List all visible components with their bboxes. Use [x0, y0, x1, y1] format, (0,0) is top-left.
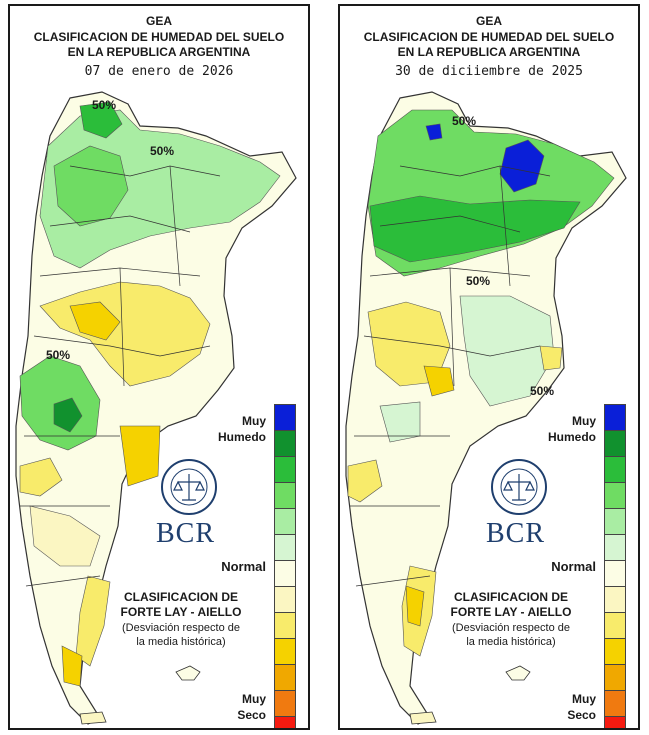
legend-swatch — [274, 482, 296, 508]
legend-label-very-dry-2: Seco — [237, 708, 266, 722]
legend-color-scale — [604, 404, 626, 728]
moisture-zone-very-dry — [423, 365, 455, 397]
legend-label-very-humid-2: Humedo — [548, 430, 596, 444]
tierra-del-fuego — [79, 711, 107, 725]
tierra-del-fuego — [409, 711, 437, 725]
panel-title-main: CLASIFICACION DE HUMEDAD DEL SUELO — [363, 30, 615, 44]
moisture-zone-dry — [367, 301, 451, 387]
legend-swatch — [604, 612, 626, 638]
moisture-zone-green-dark — [79, 101, 123, 139]
legend-swatch — [604, 664, 626, 690]
legend-swatch — [604, 638, 626, 664]
moisture-zone-dry — [19, 457, 63, 497]
legend-swatch — [274, 560, 296, 586]
islas-malvinas — [505, 665, 531, 681]
legend-swatch — [274, 404, 296, 430]
legend-label-very-humid-2: Humedo — [218, 430, 266, 444]
map-panel-right: GEA CLASIFICACION DE HUMEDAD DEL SUELO E… — [338, 4, 640, 730]
legend-swatch — [274, 612, 296, 638]
panel-title-main: CLASIFICACION DE HUMEDAD DEL SUELO — [33, 30, 285, 44]
legend-swatch — [604, 508, 626, 534]
province-boundary — [350, 165, 551, 587]
classification-note: la media histórica) — [136, 636, 226, 648]
moisture-zone-dry — [75, 575, 111, 667]
legend-label-very-humid-1: Muy — [572, 414, 596, 428]
map-panel-left: GEA CLASIFICACION DE HUMEDAD DEL SUELO E… — [8, 4, 310, 730]
panel-title-region: EN LA REPUBLICA ARGENTINA — [67, 45, 251, 59]
legend-color-scale — [274, 404, 296, 728]
classification-title: CLASIFICACION DE — [124, 590, 238, 604]
legend-label-very-dry-1: Muy — [572, 692, 596, 706]
legend-swatch — [274, 430, 296, 456]
panel-date: 07 de enero de 2026 — [84, 64, 234, 79]
legend-swatch — [604, 534, 626, 560]
moisture-zone-very-dry — [405, 585, 425, 627]
moisture-zone-dry — [539, 345, 563, 371]
legend-swatch — [604, 456, 626, 482]
legend-swatch — [274, 508, 296, 534]
isoline-label: 50% — [46, 348, 71, 362]
legend-swatch — [604, 482, 626, 508]
islas-malvinas — [175, 665, 201, 681]
panel-title-region: EN LA REPUBLICA ARGENTINA — [397, 45, 581, 59]
bcr-logo-text: BCR — [486, 518, 546, 549]
bcr-seal-logo — [491, 459, 547, 515]
legend-swatch — [604, 560, 626, 586]
legend-swatch — [604, 716, 626, 728]
moisture-zone-green-dark — [369, 195, 581, 263]
legend-swatch — [274, 456, 296, 482]
moisture-zone-dry — [347, 459, 383, 503]
isoline-label: 50% — [92, 98, 117, 112]
moisture-zone-very-humid — [425, 123, 443, 141]
legend-label-very-dry-2: Seco — [567, 708, 596, 722]
classification-authors: FORTE LAY - AIELLO — [450, 605, 572, 619]
legend-label-very-dry-1: Muy — [242, 692, 266, 706]
moisture-zone-green-dark — [53, 397, 83, 433]
legend-label-normal: Normal — [551, 559, 596, 574]
moisture-zone-very-dry — [69, 301, 121, 341]
classification-title: CLASIFICACION DE — [454, 590, 568, 604]
legend-swatch — [274, 690, 296, 716]
isoline-label: 50% — [452, 114, 477, 128]
classification-authors: FORTE LAY - AIELLO — [120, 605, 242, 619]
legend-swatch — [274, 586, 296, 612]
panel-title-gea: GEA — [145, 14, 172, 28]
legend-swatch — [274, 664, 296, 690]
moisture-zone-light — [459, 295, 555, 407]
isoline-label: 50% — [530, 384, 555, 398]
legend-swatch — [604, 404, 626, 430]
moisture-zone-green-dark — [53, 145, 129, 227]
panel-title-gea: GEA — [475, 14, 502, 28]
legend-label-normal: Normal — [221, 559, 266, 574]
bcr-logo-text: BCR — [156, 518, 216, 549]
classification-note: la media histórica) — [466, 636, 556, 648]
legend-label-very-humid-1: Muy — [242, 414, 266, 428]
soil-moisture-map — [345, 91, 627, 725]
legend-swatch — [604, 586, 626, 612]
isoline-label: 50% — [150, 144, 175, 158]
moisture-zone-very-dry — [61, 645, 83, 687]
panel-date: 30 de diciiembre de 2025 — [395, 64, 583, 79]
bcr-seal-logo — [161, 459, 217, 515]
moisture-zone-dry — [29, 505, 101, 567]
soil-moisture-map — [15, 91, 297, 725]
moisture-zone-very-dry — [119, 425, 161, 487]
classification-note: (Desviación respecto de — [451, 622, 570, 634]
classification-note: (Desviación respecto de — [121, 622, 240, 634]
moisture-zone-very-humid — [499, 139, 545, 193]
legend-swatch — [604, 690, 626, 716]
legend-swatch — [274, 638, 296, 664]
province-boundary — [20, 165, 221, 587]
isoline-label: 50% — [466, 274, 491, 288]
legend-swatch — [604, 430, 626, 456]
legend-swatch — [274, 716, 296, 728]
legend-swatch — [274, 534, 296, 560]
